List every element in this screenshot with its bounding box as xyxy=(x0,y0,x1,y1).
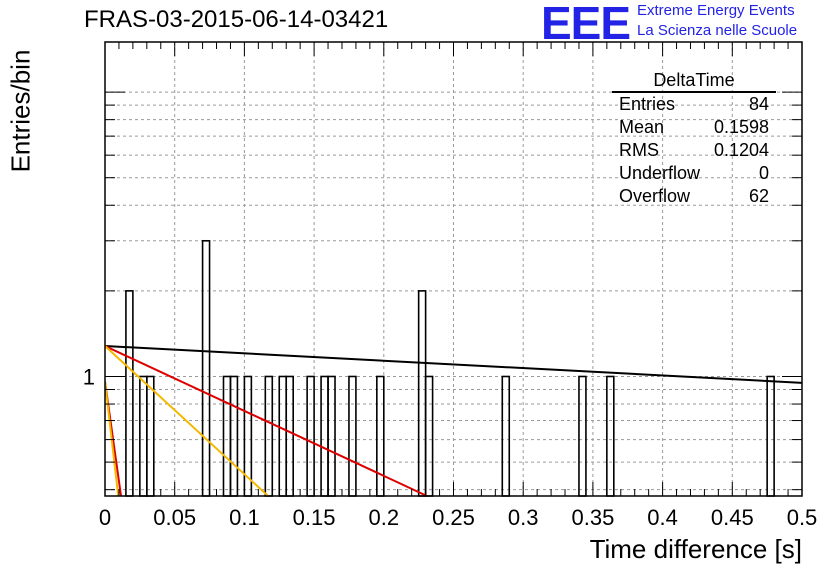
stats-row-entries: Entries 84 xyxy=(612,93,776,116)
fit-line xyxy=(105,345,428,496)
x-tick-label: 0.35 xyxy=(571,505,614,530)
x-tick-label: 0.2 xyxy=(369,505,400,530)
fit-line xyxy=(105,345,269,496)
x-tick-label: 0.15 xyxy=(293,505,336,530)
stats-row-rms: RMS 0.1204 xyxy=(612,139,776,162)
stats-label: Entries xyxy=(619,94,676,114)
stats-row-overflow: Overflow 62 xyxy=(612,185,776,208)
stats-row-underflow: Underflow 0 xyxy=(612,162,776,185)
stats-value: 0 xyxy=(758,163,769,183)
x-axis-label: Time difference [s] xyxy=(589,534,802,564)
logo-subtitle-line1: Extreme Energy Events xyxy=(637,2,795,19)
x-tick-label: 0.25 xyxy=(432,505,475,530)
x-tick-label: 0.05 xyxy=(153,505,196,530)
logo-subtitle-line2: La Scienza nelle Scuole xyxy=(637,22,798,39)
fit-line xyxy=(105,344,802,384)
stats-value: 0.1204 xyxy=(713,140,769,160)
x-tick-label: 0.3 xyxy=(508,505,539,530)
stats-row-mean: Mean 0.1598 xyxy=(612,116,776,139)
fit-line xyxy=(105,381,120,496)
x-tick-label: 0.5 xyxy=(787,505,818,530)
stats-value: 62 xyxy=(748,186,769,206)
stats-value: 0.1598 xyxy=(713,117,769,137)
eee-logo: EEE xyxy=(541,0,631,49)
stats-label: Underflow xyxy=(619,163,701,183)
stats-label: RMS xyxy=(619,140,659,160)
y-tick-label: 1 xyxy=(83,364,95,389)
stats-label: Overflow xyxy=(619,186,691,206)
x-tick-label: 0 xyxy=(99,505,111,530)
stats-label: Mean xyxy=(619,117,665,137)
x-tick-label: 0.4 xyxy=(647,505,678,530)
x-tick-label: 0.45 xyxy=(711,505,754,530)
stats-value: 84 xyxy=(748,94,769,114)
stats-title: DeltaTime xyxy=(612,70,776,93)
chart-title: FRAS-03-2015-06-14-03421 xyxy=(84,6,389,33)
stats-box: DeltaTime Entries 84 Mean 0.1598 RMS 0.1204… xyxy=(612,70,776,208)
x-tick-label: 0.1 xyxy=(229,505,260,530)
y-axis-label: Entries/bin xyxy=(5,49,36,173)
